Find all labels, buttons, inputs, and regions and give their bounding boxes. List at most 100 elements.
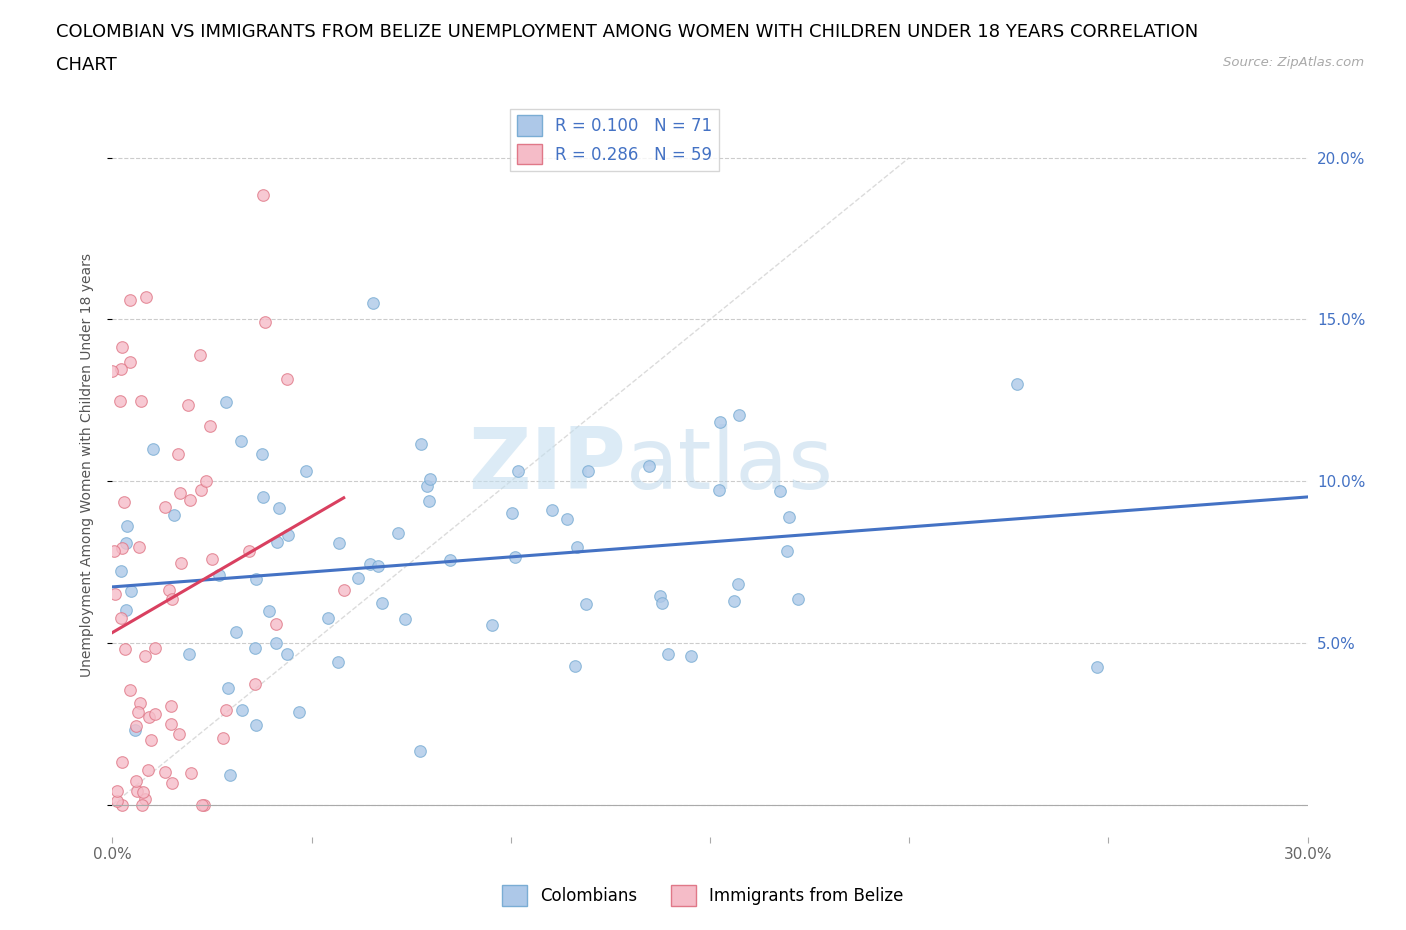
Point (135, 290, 157, 305)
Point (277, 527, 299, 542)
Point (371, 595, 394, 610)
Point (215, 394, 238, 409)
Point (115, 519, 138, 534)
Point (215, 702, 238, 717)
Point (217, 681, 239, 696)
Point (555, 512, 578, 527)
Point (167, 726, 190, 741)
Point (188, 348, 211, 363)
Point (264, 617, 287, 631)
Point (575, 596, 598, 611)
Point (651, 595, 673, 610)
Point (411, 436, 433, 451)
Point (111, 754, 134, 769)
Point (177, 647, 200, 662)
Point (139, 733, 162, 748)
Point (111, 797, 134, 812)
Point (170, 556, 193, 571)
Point (541, 502, 564, 517)
Point (101, 364, 124, 379)
Point (332, 582, 354, 597)
Point (418, 494, 440, 509)
Point (727, 577, 749, 591)
Point (276, 371, 298, 386)
Point (120, 292, 142, 307)
Point (195, 473, 218, 488)
Point (264, 635, 287, 650)
Point (132, 784, 155, 799)
Point (416, 478, 439, 493)
Point (347, 570, 370, 585)
Point (769, 484, 792, 498)
Text: COLOMBIAN VS IMMIGRANTS FROM BELIZE UNEMPLOYMENT AMONG WOMEN WITH CHILDREN UNDER: COLOMBIAN VS IMMIGRANTS FROM BELIZE UNEM… (56, 23, 1198, 41)
Point (138, 710, 160, 724)
Point (709, 414, 731, 429)
Point (1085, 659, 1108, 674)
Point (567, 540, 589, 555)
Point (111, 540, 134, 555)
Point (657, 646, 679, 661)
Point (190, 483, 212, 498)
Point (294, 464, 316, 479)
Point (198, 418, 221, 433)
Point (576, 464, 599, 479)
Point (1007, 377, 1029, 392)
Point (250, 446, 273, 461)
Point (276, 647, 298, 662)
Point (143, 641, 166, 656)
Point (245, 718, 267, 733)
Legend: Colombians, Immigrants from Belize: Colombians, Immigrants from Belize (495, 879, 911, 912)
Point (267, 501, 290, 516)
Point (131, 797, 153, 812)
Point (120, 584, 142, 599)
Point (439, 552, 461, 567)
Point (157, 582, 180, 597)
Point (177, 398, 200, 413)
Point (728, 407, 751, 422)
Point (243, 676, 266, 691)
Point (259, 604, 281, 618)
Point (110, 564, 132, 578)
Point (200, 551, 222, 566)
Point (681, 649, 703, 664)
Point (115, 602, 138, 617)
Point (134, 648, 156, 663)
Point (225, 625, 247, 640)
Point (787, 591, 810, 606)
Point (142, 442, 165, 457)
Point (105, 793, 128, 808)
Point (481, 618, 503, 632)
Point (191, 797, 214, 812)
Point (254, 314, 277, 329)
Point (115, 536, 138, 551)
Text: CHART: CHART (56, 56, 117, 73)
Point (231, 702, 253, 717)
Point (238, 544, 260, 559)
Point (104, 587, 127, 602)
Point (163, 508, 186, 523)
Point (114, 641, 136, 656)
Text: ZIP: ZIP (468, 423, 627, 507)
Point (103, 543, 125, 558)
Point (128, 539, 150, 554)
Legend: R = 0.100   N = 71, R = 0.286   N = 59: R = 0.100 N = 71, R = 0.286 N = 59 (510, 109, 718, 171)
Point (266, 535, 288, 550)
Point (120, 683, 142, 698)
Point (707, 483, 730, 498)
Point (127, 704, 149, 719)
Point (167, 446, 190, 461)
Point (208, 568, 231, 583)
Point (160, 776, 183, 790)
Point (143, 706, 166, 721)
Point (105, 784, 128, 799)
Point (125, 774, 148, 789)
Point (506, 464, 529, 479)
Point (505, 550, 527, 565)
Point (129, 696, 152, 711)
Point (134, 792, 156, 807)
Point (110, 362, 132, 377)
Point (387, 525, 409, 540)
Text: atlas: atlas (627, 423, 834, 507)
Point (169, 485, 191, 500)
Point (245, 572, 267, 587)
